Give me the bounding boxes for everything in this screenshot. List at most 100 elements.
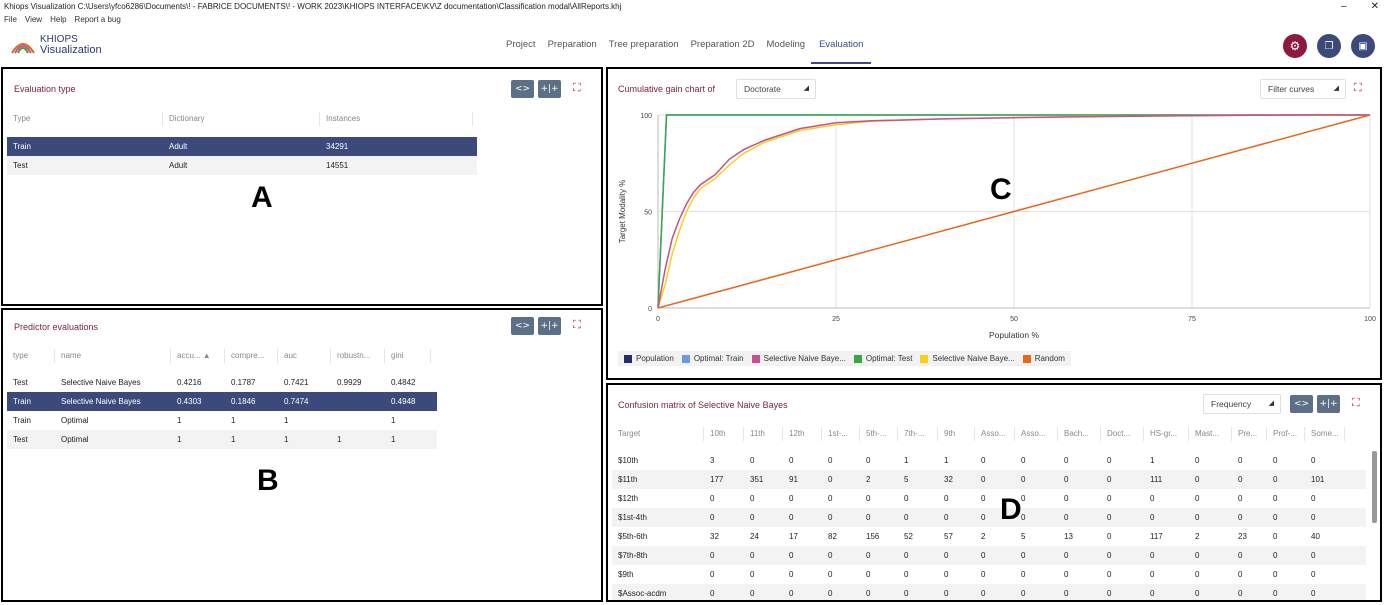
column-header[interactable]: Mast... bbox=[1189, 427, 1232, 441]
expand-columns-button[interactable]: +|+ bbox=[538, 317, 561, 335]
tab-preparation[interactable]: Preparation bbox=[547, 39, 597, 50]
predictor-evaluations-panel: Predictor evaluations <> +|+ ⛶ type name… bbox=[1, 308, 603, 602]
matrix-cell: 0 bbox=[828, 570, 833, 579]
column-header[interactable]: Some... bbox=[1305, 427, 1345, 441]
collapse-columns-button[interactable]: <> bbox=[1290, 395, 1313, 413]
matrix-cell: 0 bbox=[750, 589, 755, 598]
tab-tree-preparation[interactable]: Tree preparation bbox=[608, 39, 679, 50]
menu-file[interactable]: File bbox=[4, 15, 17, 24]
vertical-scrollbar[interactable] bbox=[1372, 451, 1377, 523]
menu-help[interactable]: Help bbox=[50, 15, 67, 24]
table-row[interactable]: Test Optimal 1 1 1 1 1 bbox=[7, 430, 437, 449]
tab-modeling[interactable]: Modeling bbox=[766, 39, 806, 50]
minimize-button[interactable]: – bbox=[1341, 1, 1347, 12]
column-header[interactable]: Prof-... bbox=[1267, 427, 1305, 441]
column-header[interactable]: Type bbox=[7, 112, 163, 126]
fullscreen-button[interactable]: ⛶ bbox=[1354, 81, 1362, 95]
close-button[interactable]: ✕ bbox=[1370, 1, 1379, 12]
column-header[interactable]: auc bbox=[278, 349, 331, 363]
legend-item[interactable]: Random bbox=[1022, 354, 1065, 363]
copy-button[interactable]: ❐ bbox=[1317, 34, 1341, 58]
collapse-columns-button[interactable]: <> bbox=[511, 317, 534, 335]
column-header[interactable]: robustn... bbox=[331, 349, 385, 363]
matrix-cell: 0 bbox=[750, 494, 755, 503]
legend-item[interactable]: Selective Naive Baye... bbox=[751, 354, 846, 363]
matrix-row[interactable]: $12th 0 0 0 0 0 0 0 0 0 0 0 0 0 0 0 0 bbox=[612, 489, 1366, 508]
settings-button[interactable]: ⚙ bbox=[1283, 34, 1307, 58]
menu-report-bug[interactable]: Report a bug bbox=[74, 15, 121, 24]
column-header[interactable]: Doct... bbox=[1101, 427, 1144, 441]
legend-item[interactable]: Population bbox=[624, 354, 674, 363]
column-header[interactable]: 11th bbox=[744, 427, 783, 441]
legend-item[interactable]: Optimal: Train bbox=[681, 354, 744, 363]
column-header[interactable]: compre... bbox=[225, 349, 278, 363]
table-row[interactable]: Train Optimal 1 1 1 1 bbox=[7, 411, 437, 430]
column-header[interactable]: 10th bbox=[704, 427, 744, 441]
column-header[interactable]: 5th-... bbox=[860, 427, 898, 441]
column-header[interactable]: HS-gr... bbox=[1144, 427, 1189, 441]
matrix-cell: 82 bbox=[828, 532, 837, 541]
column-header[interactable]: Instances bbox=[320, 112, 473, 126]
matrix-cell: 0 bbox=[1107, 494, 1112, 503]
column-header[interactable]: gini bbox=[385, 349, 431, 363]
legend-label: Optimal: Train bbox=[693, 354, 744, 363]
matrix-cell: 0 bbox=[828, 513, 833, 522]
tab-preparation-2d[interactable]: Preparation 2D bbox=[690, 39, 755, 50]
table-row[interactable]: Test Adult 14551 bbox=[7, 156, 477, 175]
expand-columns-button[interactable]: +|+ bbox=[538, 80, 561, 98]
gain-chart[interactable]: 0 25 50 75 100 0 50 100 Population % Target Modal… bbox=[608, 99, 1382, 379]
matrix-cell: 111 bbox=[1150, 475, 1163, 484]
matrix-row[interactable]: $10th 3 0 0 0 0 1 1 0 0 0 0 1 0 0 0 0 bbox=[612, 451, 1366, 470]
collapse-columns-button[interactable]: <> bbox=[511, 80, 534, 98]
column-header[interactable]: accu... ▲ bbox=[171, 349, 225, 363]
triangle-down-icon: ◢ bbox=[1333, 85, 1339, 92]
matrix-row[interactable]: $1st-4th 0 0 0 0 0 0 0 0 0 0 0 0 0 0 0 0 bbox=[612, 508, 1366, 527]
table-cell bbox=[331, 392, 385, 411]
matrix-cell: 0 bbox=[789, 456, 794, 465]
column-header[interactable]: Asso... bbox=[975, 427, 1015, 441]
column-header[interactable]: 7th-... bbox=[898, 427, 938, 441]
column-header[interactable]: 1st-... bbox=[822, 427, 860, 441]
matrix-row[interactable]: $5th-6th 32 24 17 82 156 52 57 2 5 13 0 117 2 23 0 40 bbox=[612, 527, 1366, 546]
column-header[interactable]: 9th bbox=[938, 427, 975, 441]
fullscreen-button[interactable]: ⛶ bbox=[1352, 396, 1360, 410]
matrix-cell: 0 bbox=[1238, 589, 1243, 598]
row-label: $5th-6th bbox=[618, 532, 648, 541]
fullscreen-button[interactable]: ⛶ bbox=[573, 318, 581, 332]
table-cell: Adult bbox=[169, 161, 188, 170]
row-label: $10th bbox=[618, 456, 639, 465]
mode-select[interactable]: Frequency ◢ bbox=[1203, 394, 1281, 414]
matrix-cell: 5 bbox=[1021, 532, 1026, 541]
column-header[interactable]: name bbox=[55, 349, 171, 363]
gallery-button[interactable]: ▣ bbox=[1351, 34, 1375, 58]
matrix-cell: 23 bbox=[1238, 532, 1247, 541]
matrix-cell: 52 bbox=[904, 532, 913, 541]
matrix-cell: 0 bbox=[1021, 513, 1026, 522]
table-row[interactable]: Test Selective Naive Bayes 0.4216 0.1787… bbox=[7, 373, 437, 392]
matrix-row[interactable]: $7th-8th 0 0 0 0 0 0 0 0 0 0 0 0 0 0 0 0 bbox=[612, 546, 1366, 565]
column-header[interactable]: Dictionary bbox=[163, 112, 320, 126]
matrix-row[interactable]: $11th 177 351 91 0 2 5 32 0 0 0 0 111 0 0 0 101 bbox=[612, 470, 1366, 489]
column-header[interactable]: Target bbox=[612, 427, 704, 441]
column-header[interactable]: Asso... bbox=[1015, 427, 1058, 441]
tab-evaluation[interactable]: Evaluation bbox=[811, 28, 872, 64]
column-header[interactable]: Pre... bbox=[1232, 427, 1267, 441]
column-header[interactable]: type bbox=[7, 349, 55, 363]
column-header[interactable]: 12th bbox=[783, 427, 822, 441]
expand-columns-button[interactable]: +|+ bbox=[1317, 395, 1340, 413]
legend-item[interactable]: Selective Naive Baye... bbox=[920, 354, 1015, 363]
tab-project[interactable]: Project bbox=[506, 39, 536, 50]
column-header[interactable]: Bach... bbox=[1058, 427, 1101, 441]
table-cell: 0.4842 bbox=[391, 378, 416, 387]
table-cell: Test bbox=[13, 378, 28, 387]
matrix-row[interactable]: $9th 0 0 0 0 0 0 0 0 0 0 0 0 0 0 0 0 bbox=[612, 565, 1366, 584]
table-row[interactable]: Train Selective Naive Bayes 0.4303 0.184… bbox=[7, 392, 437, 411]
matrix-row[interactable]: $Assoc-acdm 0 0 0 0 0 0 0 0 0 0 0 0 0 0 0 0 bbox=[612, 584, 1366, 600]
menu-view[interactable]: View bbox=[24, 15, 43, 24]
fullscreen-button[interactable]: ⛶ bbox=[573, 81, 581, 95]
target-value-select[interactable]: Doctorate ◢ bbox=[736, 79, 816, 99]
legend-item[interactable]: Optimal: Test bbox=[853, 354, 912, 363]
matrix-cell: 0 bbox=[1273, 456, 1278, 465]
filter-curves-select[interactable]: Filter curves ◢ bbox=[1260, 79, 1346, 99]
table-row[interactable]: Train Adult 34291 bbox=[7, 137, 477, 156]
